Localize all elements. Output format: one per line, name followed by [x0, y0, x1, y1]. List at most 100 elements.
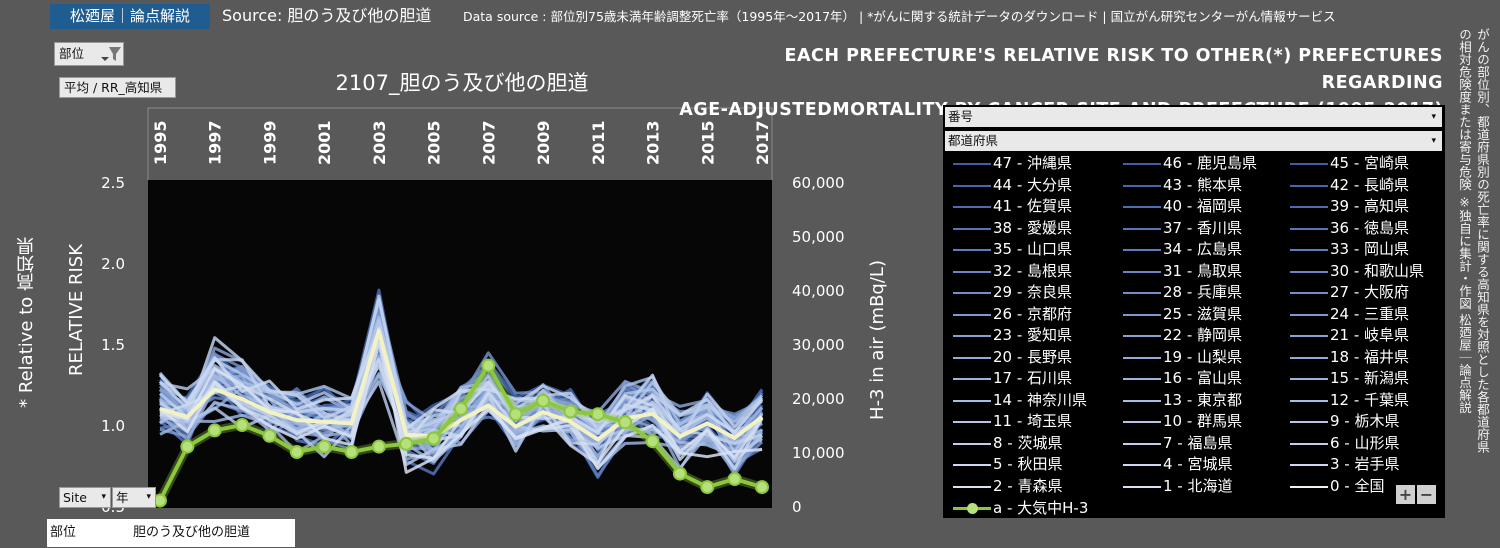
legend-swatch	[1123, 249, 1161, 251]
legend-swatch	[1290, 292, 1328, 294]
national-series-line	[159, 329, 764, 442]
legend-label: 30 - 和歌山県	[1330, 261, 1425, 280]
legend-label: 26 - 京都府	[993, 304, 1073, 323]
legend-swatch	[1123, 313, 1161, 316]
h3-point	[344, 445, 359, 459]
collapse-button[interactable]: −	[1417, 485, 1436, 504]
legend-dropdown-number-label: 番号	[948, 109, 974, 124]
x-tick-label: 2005	[425, 120, 444, 165]
legend-swatch	[953, 421, 991, 423]
year-field-label: 年	[116, 490, 129, 505]
legend-swatch	[1290, 227, 1328, 230]
legend-dropdown-prefecture[interactable]: 都道府県 ▾	[945, 131, 1442, 151]
legend-label: 5 - 秋田県	[993, 455, 1063, 473]
y-tick-label: 1.0	[101, 417, 125, 435]
legend-swatch	[1290, 356, 1328, 359]
h3-point	[700, 480, 715, 495]
legend-swatch	[1290, 206, 1328, 208]
expand-button[interactable]: +	[1396, 485, 1415, 504]
legend-label: 39 - 高知県	[1330, 197, 1410, 215]
legend-label: 10 - 群馬県	[1163, 412, 1243, 430]
y2-tick-label: 20,000	[792, 390, 845, 408]
h3-point	[371, 439, 386, 454]
chevron-down-icon: ▾	[146, 492, 151, 502]
measure-field-button[interactable]: 平均 / RR_高知県	[59, 77, 176, 98]
x-axis-ticks: 1995 1997 1999 2001 2003 2005 2007 2009 2011 2013…	[151, 120, 772, 165]
legend-label: 7 - 福島県	[1163, 433, 1233, 452]
legend-swatch	[953, 399, 991, 402]
filter-icon[interactable]	[100, 45, 122, 63]
legend-dropdown-number[interactable]: 番号 ▾	[945, 107, 1442, 127]
legend-label: 44 - 大分県	[993, 175, 1073, 194]
y2-tick-label: 40,000	[792, 282, 845, 300]
h3-point	[508, 407, 523, 422]
legend-label: 13 - 東京都	[1163, 390, 1243, 409]
chart-title: 2107_胆のう及び他の胆道	[336, 71, 589, 96]
legend-label: 6 - 山形県	[1330, 433, 1400, 452]
legend-label: 37 - 香川県	[1163, 218, 1243, 237]
legend-dropdown-prefecture-label: 都道府県	[948, 133, 999, 148]
h3-point	[235, 418, 250, 432]
side-note: がんの部位別、都道府県別の死亡率に関する高知県を対照とした各都道府県 の相対危険…	[1452, 28, 1498, 546]
h3-point	[481, 358, 496, 373]
x-tick-label: 2011	[589, 120, 608, 165]
legend-label: 34 - 広島県	[1163, 240, 1243, 258]
legend-swatch	[1290, 464, 1328, 466]
side-note-line1: がんの部位別、都道府県別の死亡率に関する高知県を対照とした各都道府県	[1475, 28, 1490, 453]
filter-value[interactable]: 胆のう及び他の胆道	[133, 525, 251, 540]
legend-swatch	[953, 270, 991, 273]
brand-label[interactable]: 松廼屋｜論点解説	[50, 4, 210, 29]
legend-label: 2 - 青森県	[993, 476, 1063, 495]
legend-swatch	[1123, 270, 1161, 273]
legend-label: 41 - 佐賀県	[993, 197, 1073, 215]
side-note-line2: の相対危険度または寄与危険 ※独自に集計・作図 松廼屋｜論点解説	[1457, 28, 1472, 414]
legend-swatch	[953, 464, 991, 466]
y-axis-ticks: 2.52.01.51.00.5	[101, 174, 125, 516]
legend-swatch	[953, 184, 991, 187]
legend-swatch	[1290, 399, 1328, 402]
h3-point	[454, 401, 468, 416]
legend-swatch	[1123, 335, 1161, 337]
h3-point	[672, 466, 687, 481]
legend-swatch	[953, 356, 991, 359]
legend-label: 25 - 滋賀県	[1163, 304, 1243, 323]
main-heading-line1: EACH PREFECTURE'S RELATIVE RISK TO OTHER…	[784, 46, 1443, 93]
chevron-down-icon: ▾	[1431, 136, 1436, 146]
h3-point	[563, 404, 578, 419]
chevron-down-icon: ▾	[1431, 112, 1436, 122]
legend-label: 17 - 石川県	[993, 369, 1073, 387]
legend-swatch	[953, 249, 991, 251]
year-field-button[interactable]: 年 ▾	[112, 487, 156, 508]
legend-label: 28 - 兵庫県	[1163, 283, 1243, 301]
x-tick-label: 1997	[206, 120, 225, 165]
legend-swatch	[1123, 442, 1161, 445]
legend-label: 16 - 富山県	[1163, 369, 1243, 387]
legend-label: 9 - 栃木県	[1330, 412, 1400, 430]
legend-swatch	[1123, 464, 1161, 466]
legend-label: 43 - 熊本県	[1163, 175, 1243, 194]
legend-swatch	[953, 313, 991, 316]
h3-point	[727, 472, 742, 486]
x-tick-label: 2001	[315, 120, 334, 165]
legend-swatch	[953, 292, 991, 294]
legend-swatch	[1123, 206, 1161, 208]
legend-swatch	[1290, 421, 1328, 423]
y2-tick-label: 30,000	[792, 336, 845, 354]
x-tick-label: 1995	[151, 120, 170, 165]
legend-label: 1 - 北海道	[1163, 476, 1233, 495]
x-tick-label: 2015	[698, 120, 717, 165]
legend-swatch	[1290, 184, 1328, 187]
legend-label: 8 - 茨城県	[993, 433, 1063, 452]
h3-point	[180, 439, 195, 454]
legend-swatch	[1123, 378, 1161, 380]
chevron-down-icon: ▾	[101, 492, 106, 502]
legend-label: 0 - 全国	[1330, 476, 1385, 495]
bukken-filter-button[interactable]: 部位	[54, 42, 124, 66]
site-field-button[interactable]: Site ▾	[59, 487, 111, 508]
legend-swatch	[1123, 421, 1161, 423]
h3-point	[645, 434, 660, 449]
legend-label: 38 - 愛媛県	[993, 218, 1073, 237]
legend-swatch	[1123, 184, 1161, 187]
legend-swatch	[1290, 163, 1328, 165]
legend-panel: 番号 ▾ 都道府県 ▾ 47 - 沖縄県 46 - 鹿児島県 45 - 宮崎県 44 - …	[943, 105, 1445, 518]
